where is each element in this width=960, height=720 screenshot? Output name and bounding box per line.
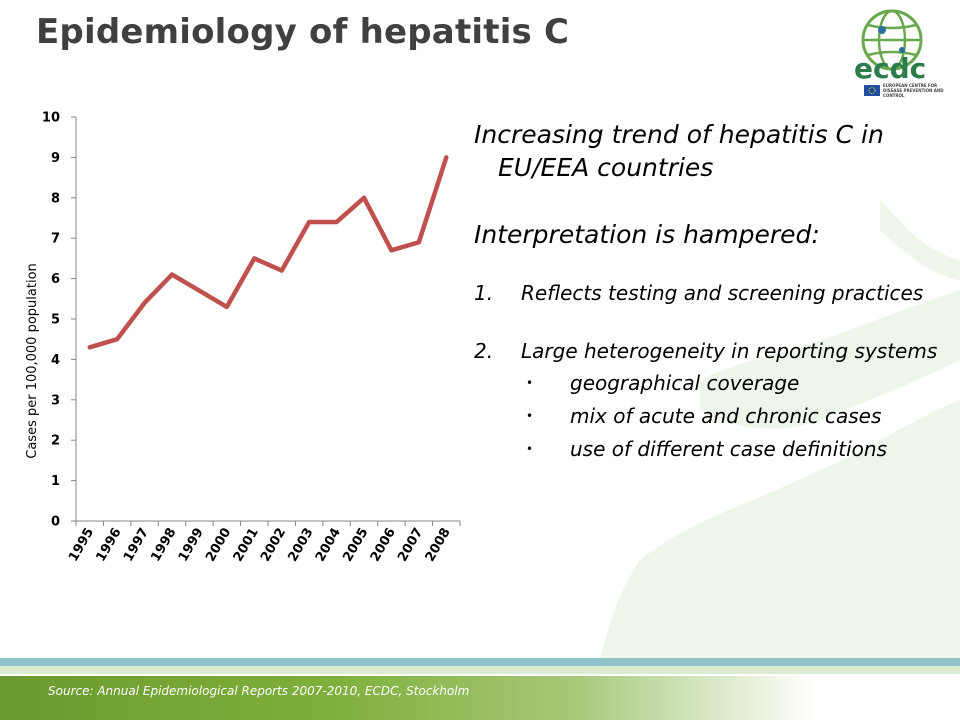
bullet-icon: • bbox=[526, 376, 534, 390]
x-tick-label: 2007 bbox=[395, 526, 426, 565]
text-panel: Increasing trend of hepatitis C in EU/EE… bbox=[474, 118, 954, 466]
y-tick-label: 9 bbox=[51, 151, 60, 166]
y-tick-label: 10 bbox=[42, 111, 60, 126]
ecdc-logo: ecdc EUROPEAN CENTRE FOR DISEASE PREVENT… bbox=[846, 6, 952, 100]
line-chart: 0 1 2 3 4 5 6 7 8 9 10 1995199619971998199920002001… bbox=[25, 111, 461, 565]
y-tick-label: 7 bbox=[51, 232, 60, 247]
sub-list-item: • use of different case definitions bbox=[474, 433, 954, 466]
y-tick-label: 5 bbox=[51, 313, 60, 328]
list-item: 2. Large heterogeneity in reporting syst… bbox=[474, 337, 954, 466]
x-tick-label: 1999 bbox=[176, 526, 207, 565]
list-item: 1. Reflects testing and screening practi… bbox=[474, 279, 954, 307]
headline-trend: Increasing trend of hepatitis C in EU/EE… bbox=[474, 120, 884, 182]
y-tick-label: 6 bbox=[51, 272, 60, 287]
y-tick-label: 1 bbox=[51, 474, 60, 489]
globe-icon bbox=[861, 9, 923, 71]
sub-list-text: geographical coverage bbox=[570, 371, 800, 395]
sub-list-item: • geographical coverage bbox=[474, 367, 954, 400]
y-tick-label: 0 bbox=[51, 515, 60, 530]
x-tick-label: 2002 bbox=[258, 526, 289, 565]
y-tick-label: 8 bbox=[51, 191, 60, 206]
list-text: Reflects testing and screening practices bbox=[521, 281, 924, 305]
x-tick-label: 1997 bbox=[121, 526, 152, 565]
footer-band-light bbox=[0, 666, 960, 674]
bullet-icon: • bbox=[526, 442, 534, 456]
y-tick-label: 2 bbox=[51, 434, 60, 449]
y-tick-label: 3 bbox=[51, 393, 60, 408]
x-tick-label: 2003 bbox=[286, 526, 317, 565]
y-axis-title: Cases per 100,000 population bbox=[25, 263, 40, 459]
x-tick-label: 1998 bbox=[148, 526, 179, 565]
sub-list: • geographical coverage • mix of acute a… bbox=[474, 367, 954, 466]
slide-title: Epidemiology of hepatitis C bbox=[36, 12, 570, 52]
headline-interpretation: Interpretation is hampered: bbox=[474, 220, 820, 249]
x-tick-label: 2008 bbox=[423, 526, 454, 565]
x-tick-label: 2006 bbox=[368, 526, 399, 565]
logo-text: ecdc bbox=[854, 52, 926, 85]
eu-flag bbox=[864, 85, 880, 96]
x-tick-label: 2004 bbox=[313, 526, 344, 565]
bullet-icon: • bbox=[526, 409, 534, 423]
x-tick-label: 2000 bbox=[203, 526, 234, 565]
source-note: Source: Annual Epidemiological Reports 2… bbox=[48, 684, 470, 698]
sub-list-item: • mix of acute and chronic cases bbox=[474, 400, 954, 433]
list-text: Large heterogeneity in reporting systems bbox=[521, 339, 938, 363]
footer-bar bbox=[0, 676, 960, 720]
x-tick-label: 2005 bbox=[340, 526, 371, 565]
numbered-list: 1. Reflects testing and screening practi… bbox=[474, 279, 954, 466]
y-tick-label: 4 bbox=[51, 353, 60, 368]
sub-list-text: use of different case definitions bbox=[570, 437, 888, 461]
series-line bbox=[87, 155, 449, 350]
logo-org-name: EUROPEAN CENTRE FOR DISEASE PREVENTION A… bbox=[883, 83, 944, 98]
footer-band-teal bbox=[0, 658, 960, 666]
x-tick-label: 2001 bbox=[231, 526, 262, 565]
list-number: 2. bbox=[474, 339, 494, 363]
x-tick-label: 1995 bbox=[66, 526, 97, 565]
x-tick-label: 1996 bbox=[94, 526, 125, 565]
sub-list-text: mix of acute and chronic cases bbox=[570, 404, 882, 428]
list-number: 1. bbox=[474, 281, 494, 305]
